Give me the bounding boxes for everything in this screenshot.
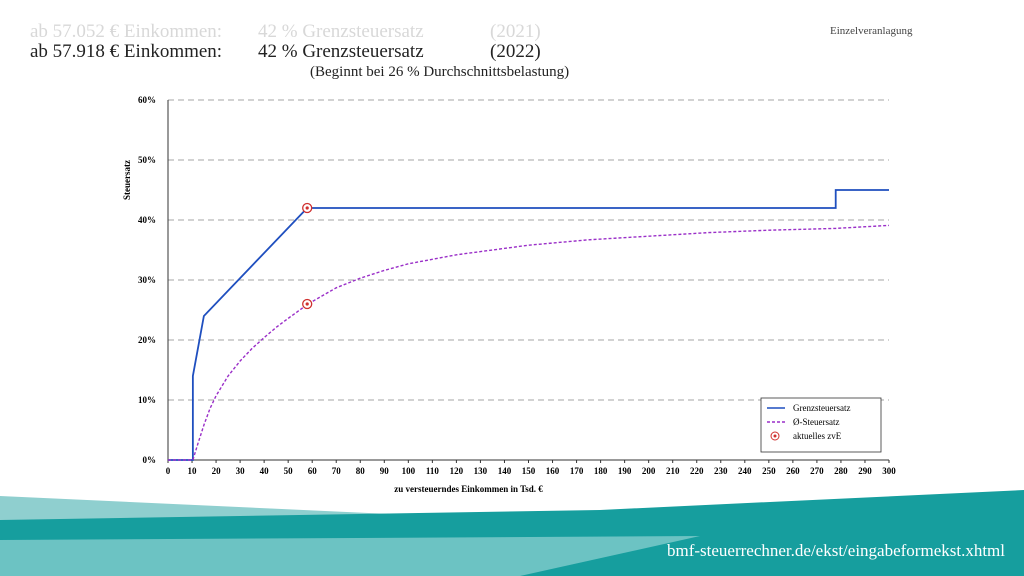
x-tick-label: 170 bbox=[570, 466, 584, 476]
header-2022: (2022) bbox=[490, 41, 541, 62]
x-tick-label: 130 bbox=[474, 466, 488, 476]
header-2022: ab 57.918 € Einkommen: bbox=[30, 41, 222, 62]
y-axis-title: Steuersatz bbox=[122, 160, 132, 200]
x-tick-label: 10 bbox=[188, 466, 198, 476]
x-tick-label: 0 bbox=[166, 466, 171, 476]
x-tick-label: 230 bbox=[714, 466, 728, 476]
x-tick-label: 260 bbox=[786, 466, 800, 476]
header-2022: 42 % Grenzsteuersatz bbox=[258, 41, 424, 62]
x-tick-label: 20 bbox=[212, 466, 222, 476]
marker-dot bbox=[305, 206, 309, 210]
x-tick-label: 120 bbox=[450, 466, 464, 476]
subtitle: (Beginnt bei 26 % Durchschnittsbelastung… bbox=[310, 64, 569, 80]
x-tick-label: 270 bbox=[810, 466, 824, 476]
x-tick-label: 50 bbox=[284, 466, 294, 476]
x-axis-title: zu versteuerndes Einkommen in Tsd. € bbox=[394, 484, 543, 494]
header-2021: 42 % Grenzsteuersatz bbox=[258, 21, 424, 42]
legend-box bbox=[760, 397, 882, 453]
x-tick-label: 200 bbox=[642, 466, 656, 476]
y-tick-label: 40% bbox=[138, 215, 156, 225]
y-tick-label: 20% bbox=[138, 335, 156, 345]
x-tick-label: 180 bbox=[594, 466, 608, 476]
x-tick-label: 150 bbox=[522, 466, 536, 476]
x-tick-label: 140 bbox=[498, 466, 512, 476]
x-tick-label: 220 bbox=[690, 466, 704, 476]
series-line bbox=[168, 189, 889, 461]
deco-band bbox=[0, 536, 700, 576]
x-tick-label: 100 bbox=[402, 466, 416, 476]
footer-url: bmf-steuerrechner.de/ekst/eingabeformeks… bbox=[667, 541, 1005, 560]
x-tick-label: 290 bbox=[858, 466, 872, 476]
x-tick-label: 110 bbox=[426, 466, 440, 476]
x-tick-label: 250 bbox=[762, 466, 776, 476]
chart: 0% 10% 20% 30% 40% 50% 60% 0 10 20 30 40 50 60 70 80 90 1… bbox=[122, 95, 896, 494]
header-2021: (2021) bbox=[490, 21, 541, 42]
legend-label: aktuelles zvE bbox=[793, 431, 842, 441]
x-tick-label: 300 bbox=[882, 466, 896, 476]
y-tick-label: 10% bbox=[138, 395, 156, 405]
x-tick-label: 160 bbox=[546, 466, 560, 476]
x-tick-label: 90 bbox=[380, 466, 390, 476]
x-tick-label: 210 bbox=[666, 466, 680, 476]
y-tick-label: 30% bbox=[138, 275, 156, 285]
x-tick-label: 60 bbox=[308, 466, 318, 476]
x-tick-label: 30 bbox=[236, 466, 246, 476]
y-tick-label: 60% bbox=[138, 95, 156, 105]
header-2021: ab 57.052 € Einkommen: bbox=[30, 21, 222, 42]
y-tick-label: 0% bbox=[143, 455, 157, 465]
x-tick-label: 40 bbox=[260, 466, 270, 476]
legend-marker-dot bbox=[773, 434, 777, 438]
legend-label: Grenzsteuersatz bbox=[793, 403, 850, 413]
corner-note: Einzelveranlagung bbox=[830, 25, 913, 37]
x-tick-label: 280 bbox=[834, 466, 848, 476]
x-tick-label: 80 bbox=[356, 466, 366, 476]
legend-label: Ø-Steuersatz bbox=[793, 417, 839, 427]
y-tick-label: 50% bbox=[138, 155, 156, 165]
x-tick-label: 190 bbox=[618, 466, 632, 476]
x-tick-label: 70 bbox=[332, 466, 342, 476]
marker-dot bbox=[305, 302, 309, 306]
x-tick-label: 240 bbox=[738, 466, 752, 476]
